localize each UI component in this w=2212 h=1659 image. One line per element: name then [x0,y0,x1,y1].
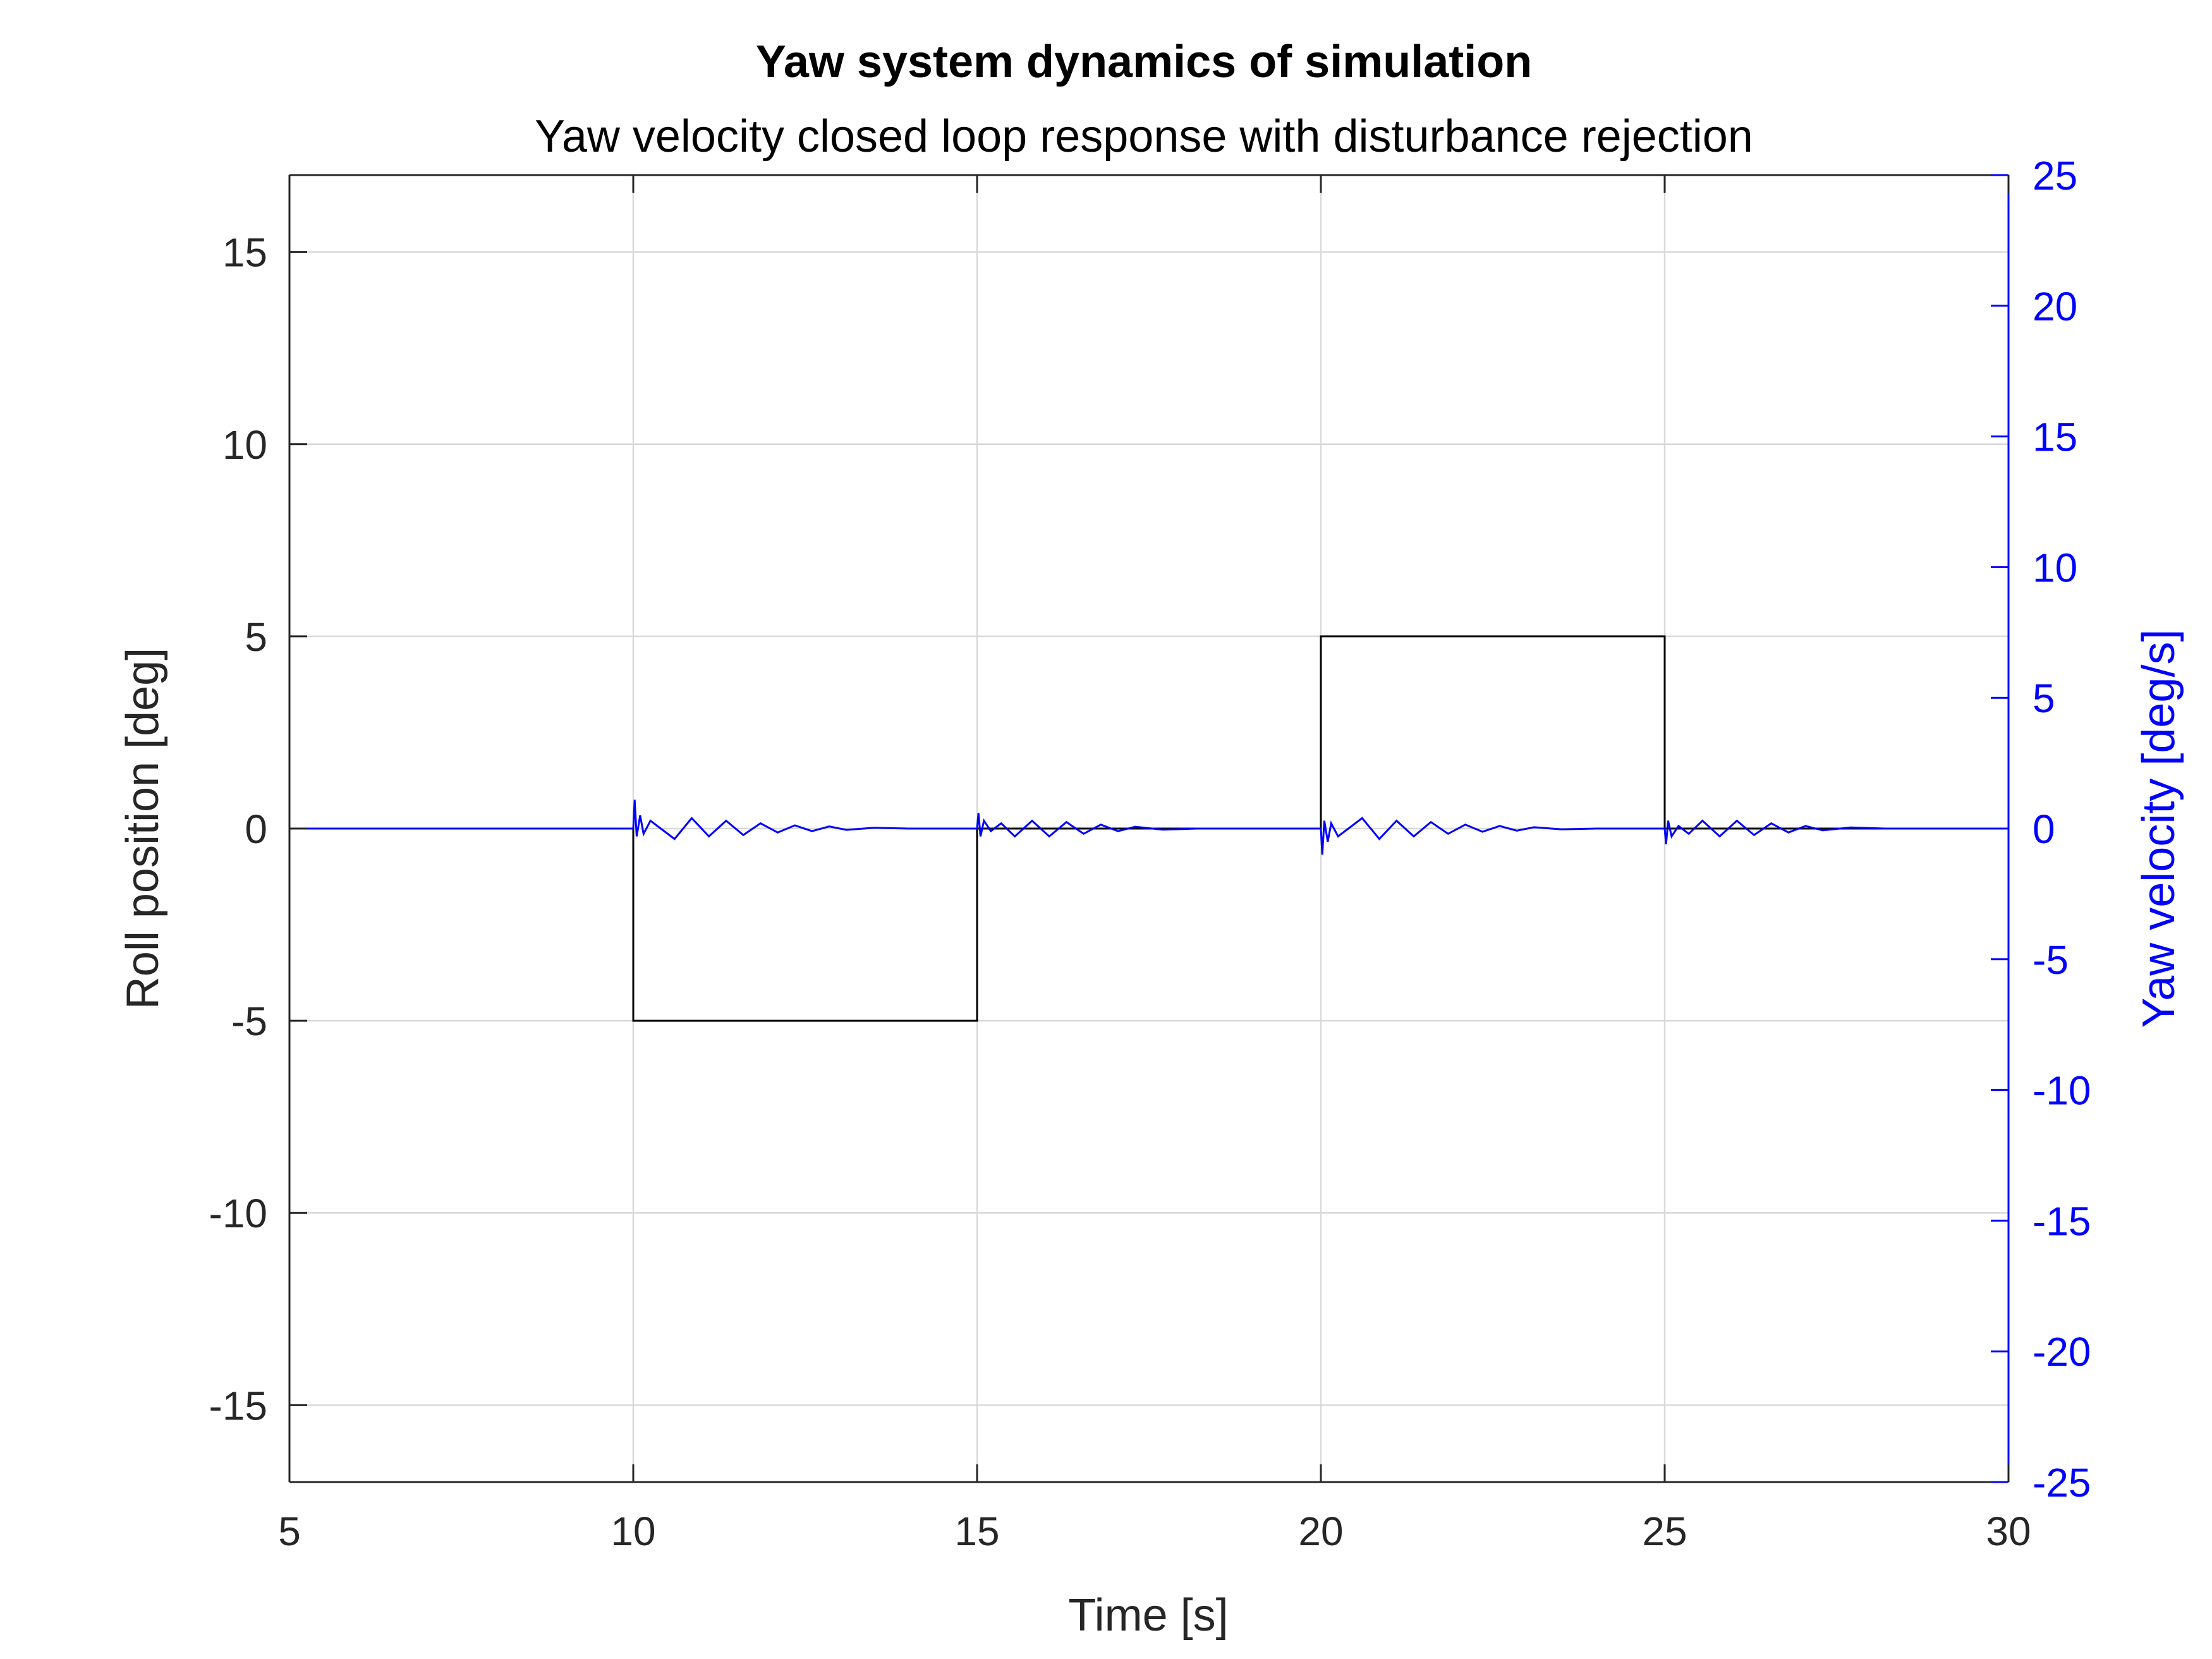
y-tick-label-left: -10 [209,1191,268,1236]
y-tick-label-right: 25 [2033,153,2077,198]
y-tick-label-right: -20 [2033,1329,2091,1375]
x-tick-label: 20 [1298,1509,1343,1554]
y-tick-label-left: 15 [222,230,267,276]
y-tick-label-right: 15 [2033,415,2077,460]
y-tick-label-right: -10 [2033,1068,2091,1114]
y-axis-label-right: Yaw velocity [deg/s] [2134,629,2184,1028]
chart-title: Yaw system dynamics of simulation [756,37,1532,87]
axes [288,174,2010,1483]
y-tick-label-left: 5 [245,614,267,660]
y-tick-label-right: 5 [2033,676,2055,721]
x-tick-label: 25 [1642,1509,1687,1554]
y-tick-label-left: 0 [245,806,267,852]
x-axis-label: Time [s] [1068,1590,1228,1641]
y-tick-label-right: 10 [2033,545,2077,590]
series [289,635,2008,1022]
yaw-velocity-line [289,799,2008,855]
y-tick-label-left: -15 [209,1383,268,1428]
y-tick-label-right: 20 [2033,284,2077,329]
x-tick-label: 30 [1986,1509,2031,1554]
y-tick-label-right: -15 [2033,1198,2091,1244]
tick-labels: 5 10 15 20 25 30 -15 -10 -5 0 5 10 15 -25 -20 -15 -10 -5 0… [209,153,2091,1554]
y-tick-label-right: 0 [2033,806,2055,852]
y-tick-label-right: -5 [2033,937,2069,983]
chart-subtitle: Yaw velocity closed loop response with d… [535,111,1753,162]
y-tick-label-left: 10 [222,422,267,468]
labels: Yaw system dynamics of simulation Yaw ve… [118,37,2184,1641]
x-tick-label: 5 [278,1509,301,1554]
y-tick-label-right: -25 [2033,1460,2091,1505]
y-tick-label-left: -5 [231,999,267,1044]
x-tick-label: 10 [611,1509,655,1554]
y-axis-label-left: Roll position [deg] [118,648,168,1009]
x-tick-label: 15 [954,1509,999,1554]
